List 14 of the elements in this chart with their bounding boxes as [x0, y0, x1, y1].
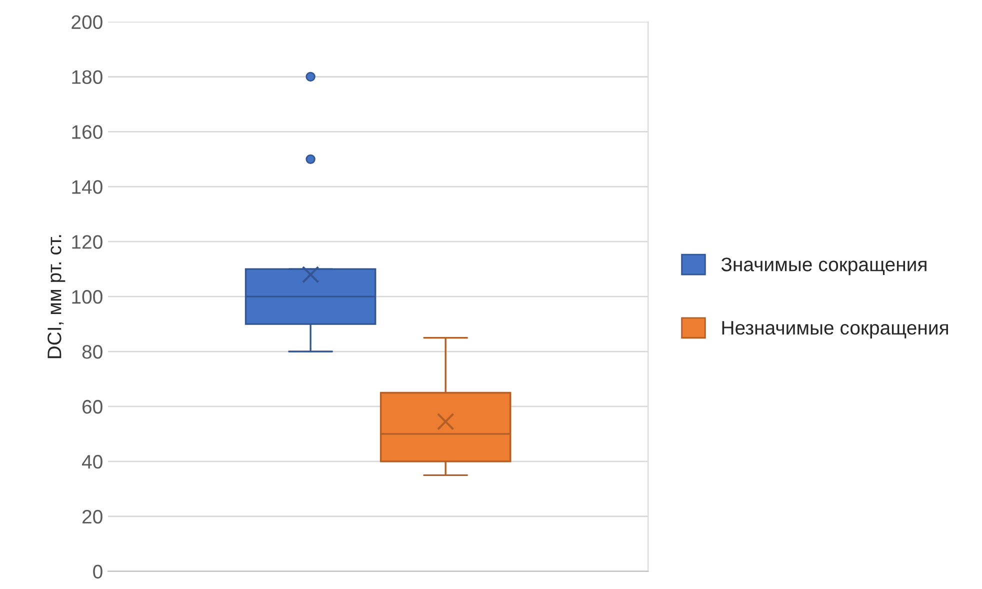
y-tick-label: 180 — [72, 70, 102, 84]
y-tick-label: 140 — [72, 180, 102, 194]
y-tick-label: 160 — [72, 125, 102, 139]
y-tick-label: 100 — [72, 290, 102, 304]
y-tick-label: 0 — [93, 564, 102, 579]
legend-label: Значимые сокращения — [721, 258, 926, 276]
y-tick-label: 200 — [72, 15, 102, 30]
legend-label: Незначимые сокращения — [722, 321, 948, 339]
y-tick-label: 80 — [82, 344, 102, 359]
y-tick-label: 60 — [82, 400, 102, 414]
y-tick-label: 20 — [82, 510, 102, 524]
y-tick-label: 120 — [72, 235, 102, 249]
y-axis-title: DCI, мм рт. ст. — [48, 235, 66, 358]
y-tick-label: 40 — [82, 454, 102, 469]
